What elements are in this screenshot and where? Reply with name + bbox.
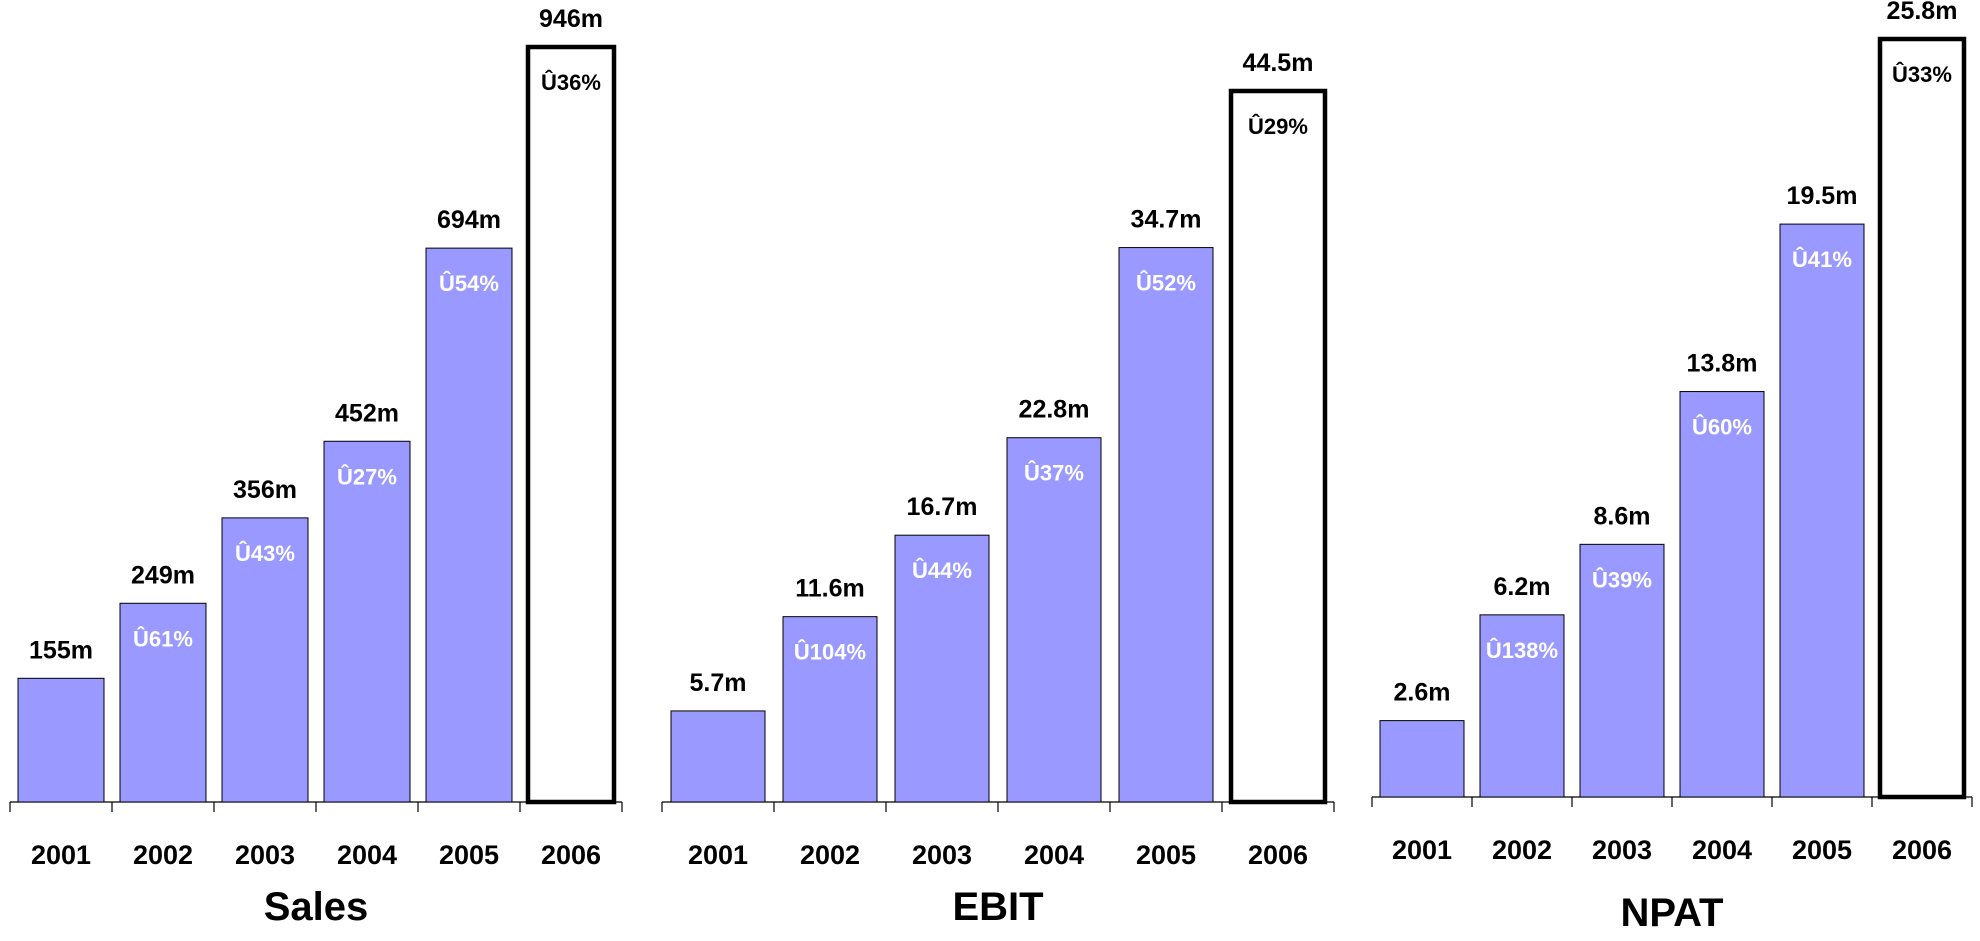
bar xyxy=(670,710,766,803)
growth-label: Û41% xyxy=(1792,247,1852,272)
bar xyxy=(1118,247,1214,803)
x-tick-label: 2004 xyxy=(337,840,397,870)
bar xyxy=(1679,391,1765,798)
growth-label: Û27% xyxy=(337,464,397,489)
x-tick-label: 2004 xyxy=(1024,840,1084,870)
x-tick-label: 2005 xyxy=(1136,840,1196,870)
value-label: 8.6m xyxy=(1594,502,1651,530)
x-tick-label: 2005 xyxy=(439,840,499,870)
x-tick-label: 2006 xyxy=(1248,840,1308,870)
chart-title: NPAT xyxy=(1621,891,1724,935)
value-label: 452m xyxy=(335,399,399,427)
value-label: 16.7m xyxy=(907,493,978,521)
value-label: 694m xyxy=(437,206,501,234)
chart-title: EBIT xyxy=(952,885,1043,929)
bar xyxy=(1779,223,1865,798)
value-label: 946m xyxy=(539,5,603,33)
bar xyxy=(221,517,309,803)
growth-label: Û44% xyxy=(912,558,972,583)
growth-label: Û60% xyxy=(1692,415,1752,440)
growth-label: Û52% xyxy=(1136,271,1196,296)
x-tick-label: 2004 xyxy=(1692,835,1752,865)
x-tick-label: 2002 xyxy=(1492,835,1552,865)
value-label: 22.8m xyxy=(1019,396,1090,424)
x-tick-label: 2001 xyxy=(1392,835,1452,865)
x-tick-label: 2006 xyxy=(541,840,601,870)
value-label: 13.8m xyxy=(1687,350,1758,378)
chart-panel-sales: 155m 2001 249m Û61% 2002 356m Û43% 2003 452m Û27%… xyxy=(9,5,623,929)
value-label: 11.6m xyxy=(795,575,865,603)
chart-panel-ebit: 5.7m 2001 11.6m Û104% 2002 16.7m Û44% 2003 22.8m… xyxy=(661,49,1335,929)
value-label: 6.2m xyxy=(1494,573,1551,601)
growth-label: Û33% xyxy=(1892,62,1952,87)
x-tick-label: 2003 xyxy=(912,840,972,870)
growth-label: Û39% xyxy=(1592,567,1652,592)
forecast-bar xyxy=(525,44,617,805)
x-tick-label: 2003 xyxy=(1592,835,1652,865)
bar xyxy=(894,534,990,803)
growth-label: Û43% xyxy=(235,541,295,566)
x-tick-label: 2001 xyxy=(31,840,91,870)
chart-title: Sales xyxy=(264,885,369,929)
growth-label: Û138% xyxy=(1486,638,1558,663)
x-tick-label: 2003 xyxy=(235,840,295,870)
value-label: 25.8m xyxy=(1887,0,1958,25)
growth-label: Û37% xyxy=(1024,461,1084,486)
growth-label: Û61% xyxy=(133,626,193,651)
bar xyxy=(1579,543,1665,798)
value-label: 5.7m xyxy=(690,669,747,697)
bar xyxy=(425,247,513,803)
value-label: 155m xyxy=(29,636,93,664)
x-tick-label: 2002 xyxy=(800,840,860,870)
bar xyxy=(323,440,411,803)
x-tick-label: 2002 xyxy=(133,840,193,870)
x-tick-label: 2005 xyxy=(1792,835,1852,865)
forecast-bar xyxy=(1228,88,1328,805)
value-label: 19.5m xyxy=(1787,182,1858,210)
x-tick-label: 2001 xyxy=(688,840,748,870)
growth-label: Û29% xyxy=(1248,114,1308,139)
value-label: 34.7m xyxy=(1131,206,1202,234)
bar xyxy=(1379,720,1465,798)
x-tick-label: 2006 xyxy=(1892,835,1952,865)
chart-panel-npat: 2.6m 2001 6.2m Û138% 2002 8.6m Û39% 2003 13.8m Û6… xyxy=(1371,0,1973,935)
value-label: 44.5m xyxy=(1243,49,1314,77)
bar xyxy=(782,616,878,803)
value-label: 2.6m xyxy=(1394,679,1451,707)
bar xyxy=(1006,437,1102,803)
bar xyxy=(17,677,105,803)
forecast-bar xyxy=(1877,36,1967,800)
value-label: 356m xyxy=(233,476,297,504)
value-label: 249m xyxy=(131,561,195,589)
growth-label: Û54% xyxy=(439,271,499,296)
growth-label: Û104% xyxy=(794,640,866,665)
bar xyxy=(1479,614,1565,798)
bar xyxy=(119,602,207,803)
growth-label: Û36% xyxy=(541,70,601,95)
